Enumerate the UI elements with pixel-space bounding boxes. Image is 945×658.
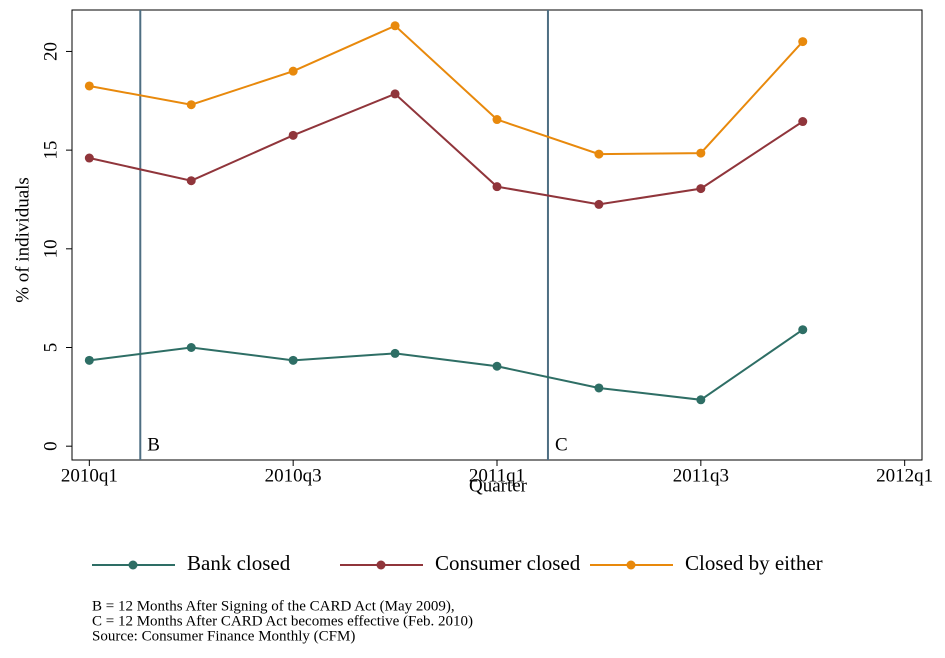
x-tick-label: 2010q3 [265, 465, 322, 486]
data-point [186, 343, 196, 352]
annotation-label: B [147, 434, 160, 455]
plot-frame [71, 9, 923, 461]
note: Source: Consumer Finance Monthly (CFM) [92, 628, 355, 644]
series-line [89, 24, 804, 156]
data-point [288, 130, 298, 140]
legend-marker [626, 560, 636, 570]
data-point [492, 182, 502, 192]
legend-label: Bank closed [187, 551, 291, 575]
series-line [89, 92, 804, 206]
data-point [696, 148, 706, 158]
y-tick-label: 0 [40, 441, 61, 451]
data-point [594, 383, 604, 393]
data-point [594, 149, 604, 159]
data-point [84, 81, 94, 91]
data-point [186, 176, 196, 186]
legend-label: Closed by either [685, 551, 823, 575]
x-axis-title: Quarter [469, 475, 528, 496]
data-point [696, 184, 706, 194]
legend-marker [376, 560, 386, 570]
data-point [84, 355, 94, 365]
data-point [390, 21, 400, 31]
y-tick-label: 5 [40, 343, 61, 353]
note: C = 12 Months After CARD Act becomes eff… [92, 613, 473, 629]
x-tick-label: 2011q1 [469, 465, 525, 486]
x-tick-label: 2012q1 [876, 465, 933, 486]
data-point [696, 395, 706, 405]
data-point [390, 89, 400, 99]
legend-marker [128, 560, 138, 570]
data-point [288, 66, 298, 76]
data-point [798, 117, 808, 127]
x-tick-label: 2011q3 [673, 465, 729, 486]
data-point [594, 199, 604, 209]
annotation-label: C [555, 434, 568, 455]
data-point [798, 325, 808, 335]
legend-label: Consumer closed [435, 551, 581, 575]
data-point [492, 361, 502, 371]
data-point [390, 348, 400, 358]
data-point [492, 115, 502, 125]
y-tick-label: 20 [40, 42, 61, 61]
series-line [89, 328, 804, 401]
data-point [798, 37, 808, 47]
data-point [186, 100, 196, 110]
y-tick-label: 10 [40, 239, 61, 258]
note: B = 12 Months After Signing of the CARD … [92, 598, 455, 614]
x-tick-label: 2010q1 [61, 465, 118, 486]
y-axis-title: % of individuals [12, 177, 33, 303]
data-point [288, 355, 298, 365]
data-point [84, 153, 94, 163]
y-tick-label: 15 [40, 141, 61, 160]
